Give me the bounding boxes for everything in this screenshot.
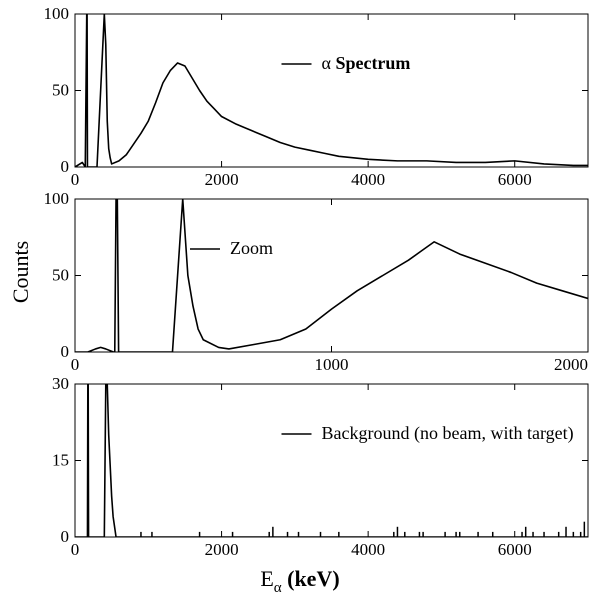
x-axis-title-unit: (keV) <box>282 566 340 591</box>
x-tick-label: 0 <box>71 355 80 374</box>
series-line <box>75 384 588 537</box>
y-tick-label: 50 <box>52 81 69 100</box>
x-tick-label: 4000 <box>351 170 385 189</box>
x-axis-title-symbol: E <box>260 566 273 591</box>
chart-panel-1: 0 2000 4000 6000 0 50 100 α Spectrum <box>44 4 589 189</box>
series-line <box>75 199 588 352</box>
x-tick-label: 0 <box>71 170 80 189</box>
legend-bold-text: Spectrum <box>335 53 410 73</box>
plot-area <box>75 199 588 352</box>
plot-frame <box>74 13 589 168</box>
plot-frame <box>74 383 589 538</box>
y-tick-label: 30 <box>52 374 69 393</box>
y-tick-label: 100 <box>44 189 70 208</box>
series-line <box>75 14 588 167</box>
legend-label: α Spectrum <box>322 53 411 73</box>
y-tick-label: 0 <box>61 342 70 361</box>
y-tick-label: 0 <box>61 527 70 546</box>
plot-frame <box>74 198 589 353</box>
x-tick-label: 2000 <box>205 540 239 559</box>
chart-panel-3: 0 2000 4000 6000 0 15 30 Background (no beam, w… <box>52 374 589 559</box>
legend-label: Zoom <box>230 238 273 258</box>
legend-label: Background (no beam, with target) <box>322 423 574 444</box>
x-tick-label: 2000 <box>205 170 239 189</box>
x-axis-title-subscript: α <box>274 580 282 595</box>
x-tick-label: 6000 <box>498 170 532 189</box>
x-tick-label: 1000 <box>315 355 349 374</box>
plot-area <box>75 384 588 537</box>
y-tick-label: 100 <box>44 4 70 23</box>
x-axis-title: Eα (keV) <box>260 566 339 595</box>
y-tick-label: 0 <box>61 157 70 176</box>
legend-symbol: α <box>322 53 336 73</box>
x-tick-label: 0 <box>71 540 80 559</box>
chart-panel-2: 0 1000 2000 0 50 100 Zoom <box>44 189 589 374</box>
x-tick-label: 2000 <box>554 355 588 374</box>
plot-area <box>75 14 588 167</box>
x-tick-label: 6000 <box>498 540 532 559</box>
y-tick-label: 15 <box>52 451 69 470</box>
x-tick-label: 4000 <box>351 540 385 559</box>
y-axis-title: Counts <box>8 241 33 303</box>
y-tick-label: 50 <box>52 266 69 285</box>
